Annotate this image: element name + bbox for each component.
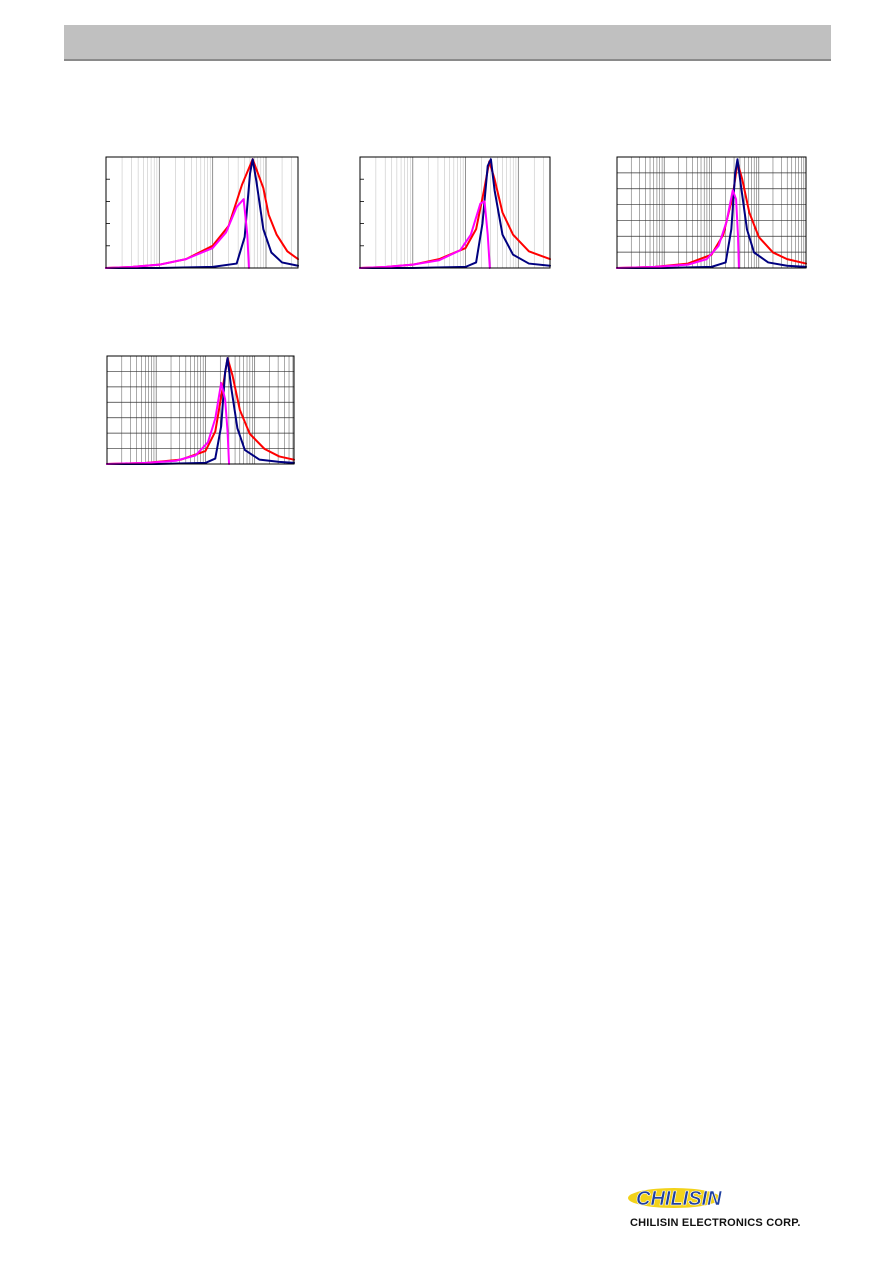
logo-swoosh [628,1188,720,1208]
chart-4 [106,355,295,465]
series-line-3 [616,189,740,269]
logo-wordmark: CHILISIN [636,1188,722,1210]
series-line-3 [105,198,250,269]
grid-lines [107,356,294,464]
plot-frame [106,355,295,465]
series-line-2 [106,357,295,465]
series-line-2 [616,158,807,269]
plot-frame [616,156,807,269]
chart-3 [616,156,807,269]
series-line-2 [105,158,299,269]
company-name: CHILISIN ELECTRONICS CORP. [630,1217,801,1229]
series-line-3 [106,382,231,465]
grid-lines [360,157,544,268]
plot-frame [105,156,299,269]
plot-frame [359,156,551,269]
grid-lines [106,157,292,268]
header-bar [64,25,831,61]
chilisin-logo: CHILISIN [628,1188,722,1210]
chart-2 [359,156,551,269]
series-line-2 [359,158,551,269]
chart-1 [105,156,299,269]
series-line-3 [359,200,491,269]
grid-lines [617,157,806,268]
